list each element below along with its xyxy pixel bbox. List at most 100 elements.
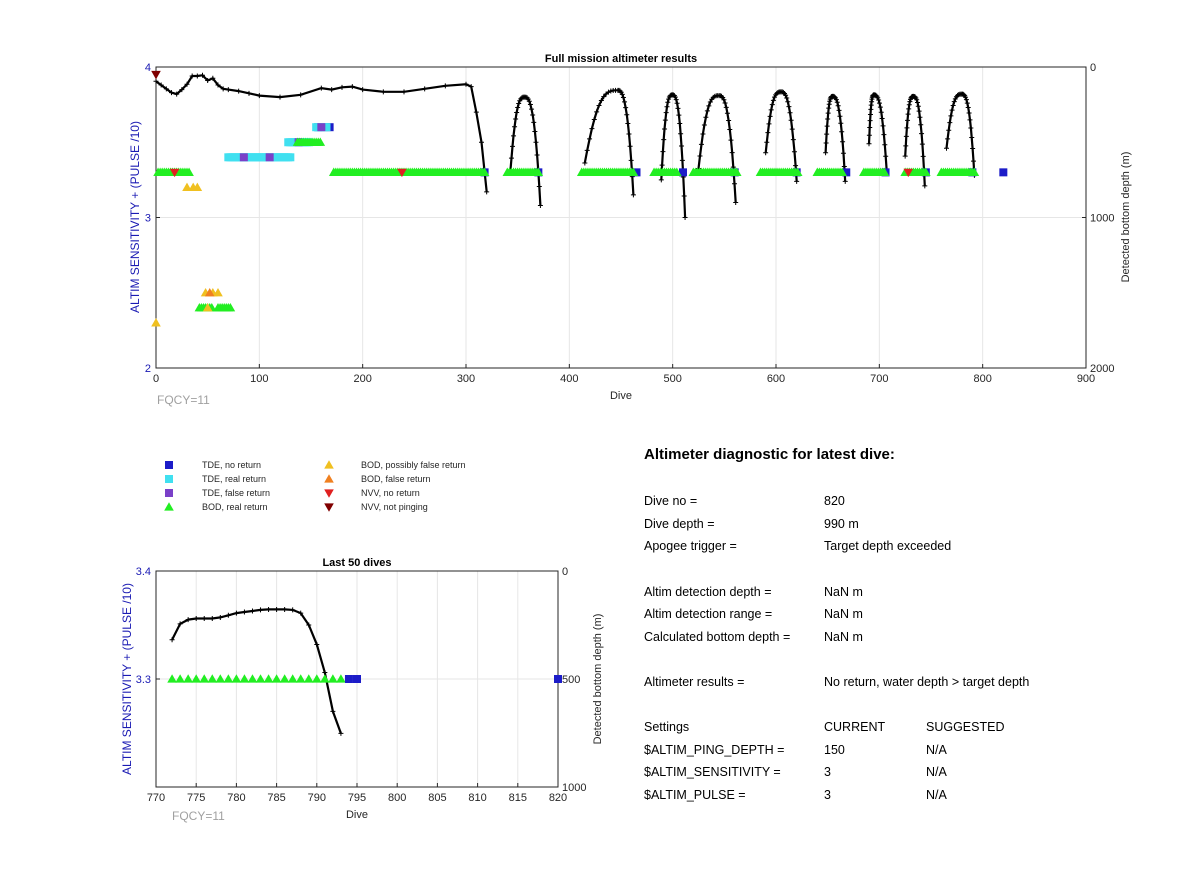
depth-point bbox=[626, 131, 632, 137]
depth-point bbox=[903, 133, 909, 139]
depth-point bbox=[256, 93, 262, 99]
y2-tick-label: 0 bbox=[562, 566, 568, 578]
x-tick-label: 815 bbox=[509, 792, 527, 804]
depth-point bbox=[876, 97, 882, 103]
x-tick-label: 600 bbox=[767, 373, 785, 385]
bod-real-return-marker bbox=[184, 167, 194, 176]
x-tick-label: 780 bbox=[227, 792, 245, 804]
bod-real-return-marker bbox=[303, 674, 314, 683]
depth-point bbox=[442, 83, 448, 89]
depth-point bbox=[836, 107, 842, 113]
bod-real-return-marker bbox=[287, 674, 298, 683]
depth-point bbox=[663, 110, 669, 116]
depth-track-line bbox=[155, 74, 488, 193]
depth-point bbox=[473, 109, 479, 115]
depth-point bbox=[619, 91, 625, 97]
depth-point bbox=[726, 118, 732, 124]
bod-real-return-marker bbox=[837, 167, 847, 176]
depth-point bbox=[728, 137, 734, 143]
dive-no-label: Dive no = bbox=[644, 494, 698, 508]
depth-point bbox=[298, 610, 304, 616]
depth-point bbox=[903, 143, 909, 149]
depth-point bbox=[516, 101, 522, 107]
depth-point bbox=[194, 73, 200, 79]
bod-real-return-marker bbox=[879, 167, 890, 176]
depth-point bbox=[915, 103, 921, 109]
depth-point bbox=[879, 115, 885, 121]
depth-point bbox=[841, 163, 847, 169]
depth-point bbox=[200, 72, 205, 78]
depth-point bbox=[468, 84, 474, 90]
depth-point bbox=[823, 140, 829, 146]
bod-false-return-marker bbox=[204, 287, 215, 297]
depth-point bbox=[625, 120, 631, 126]
depth-point bbox=[733, 199, 739, 205]
depth-point bbox=[785, 99, 791, 105]
small-y2label: Detected bottom depth (m) bbox=[592, 614, 604, 745]
altimeter-results-value: No return, water depth > target depth bbox=[824, 675, 1030, 689]
depth-point bbox=[627, 143, 633, 149]
depth-point bbox=[659, 162, 665, 168]
depth-point bbox=[722, 100, 728, 106]
depth-point bbox=[697, 153, 703, 159]
depth-point bbox=[533, 139, 539, 145]
depth-point bbox=[914, 97, 920, 103]
x-tick-label: 900 bbox=[1077, 373, 1095, 385]
depth-point bbox=[950, 102, 956, 108]
small-ticks: 770 775 780 785 790 795 800 805 810 815 820 3.3 3.4 0… bbox=[136, 566, 587, 804]
depth-point bbox=[868, 106, 874, 112]
depth-point bbox=[233, 610, 239, 616]
depth-point bbox=[700, 131, 706, 137]
depth-point bbox=[515, 104, 521, 110]
depth-point bbox=[658, 177, 664, 183]
x-tick-label: 400 bbox=[560, 373, 578, 385]
depth-point bbox=[727, 126, 733, 132]
depth-point bbox=[338, 730, 344, 736]
depth-point bbox=[672, 94, 678, 100]
tde-no-return-marker bbox=[999, 168, 1008, 177]
depth-point bbox=[624, 112, 630, 118]
depth-point bbox=[763, 150, 769, 156]
depth-point bbox=[349, 84, 355, 90]
depth-point bbox=[258, 607, 264, 613]
bod-real-return-marker bbox=[271, 674, 282, 683]
depth-point bbox=[510, 143, 515, 149]
bod-real-return-marker bbox=[225, 303, 236, 312]
altim-detection-range-label: Altim detection range = bbox=[644, 607, 773, 621]
depth-track-line bbox=[945, 93, 976, 176]
depth-point bbox=[703, 114, 709, 120]
depth-point bbox=[215, 82, 221, 88]
tde-no-return-marker bbox=[344, 675, 353, 683]
altim-detection-range-value: NaN m bbox=[824, 607, 863, 621]
depth-point bbox=[698, 141, 704, 147]
depth-point bbox=[949, 107, 955, 113]
bod-possibly-false-return-marker bbox=[182, 182, 192, 191]
depth-point bbox=[701, 122, 707, 128]
depth-point bbox=[174, 91, 180, 97]
depth-point bbox=[184, 81, 190, 87]
depth-point bbox=[729, 150, 735, 156]
depth-point bbox=[679, 157, 685, 163]
altim-detection-depth-label: Altim detection depth = bbox=[644, 585, 772, 599]
tde-no-return-marker bbox=[679, 168, 687, 177]
depth-point bbox=[876, 100, 882, 106]
y-tick-label: 4 bbox=[145, 62, 151, 74]
current-label: CURRENT bbox=[824, 720, 886, 734]
bod-real-return-marker bbox=[191, 674, 201, 683]
small-title: Last 50 dives bbox=[322, 557, 391, 569]
depth-point bbox=[329, 87, 335, 93]
depth-point bbox=[209, 616, 215, 622]
legend-nvv-not-pinging-marker bbox=[324, 503, 334, 512]
legend-bod-false-return-marker bbox=[324, 474, 334, 483]
calculated-bottom-label: Calculated bottom depth = bbox=[644, 630, 791, 644]
depth-point bbox=[249, 608, 255, 614]
depth-point bbox=[525, 96, 531, 102]
tde-real-return-marker bbox=[286, 153, 295, 162]
main-title: Full mission altimeter results bbox=[545, 53, 697, 65]
tde-real-return-marker bbox=[322, 123, 331, 132]
depth-point bbox=[605, 89, 611, 95]
depth-track-line bbox=[171, 608, 342, 734]
depth-point bbox=[905, 111, 911, 117]
depth-point bbox=[922, 183, 928, 189]
depth-point bbox=[608, 88, 614, 94]
